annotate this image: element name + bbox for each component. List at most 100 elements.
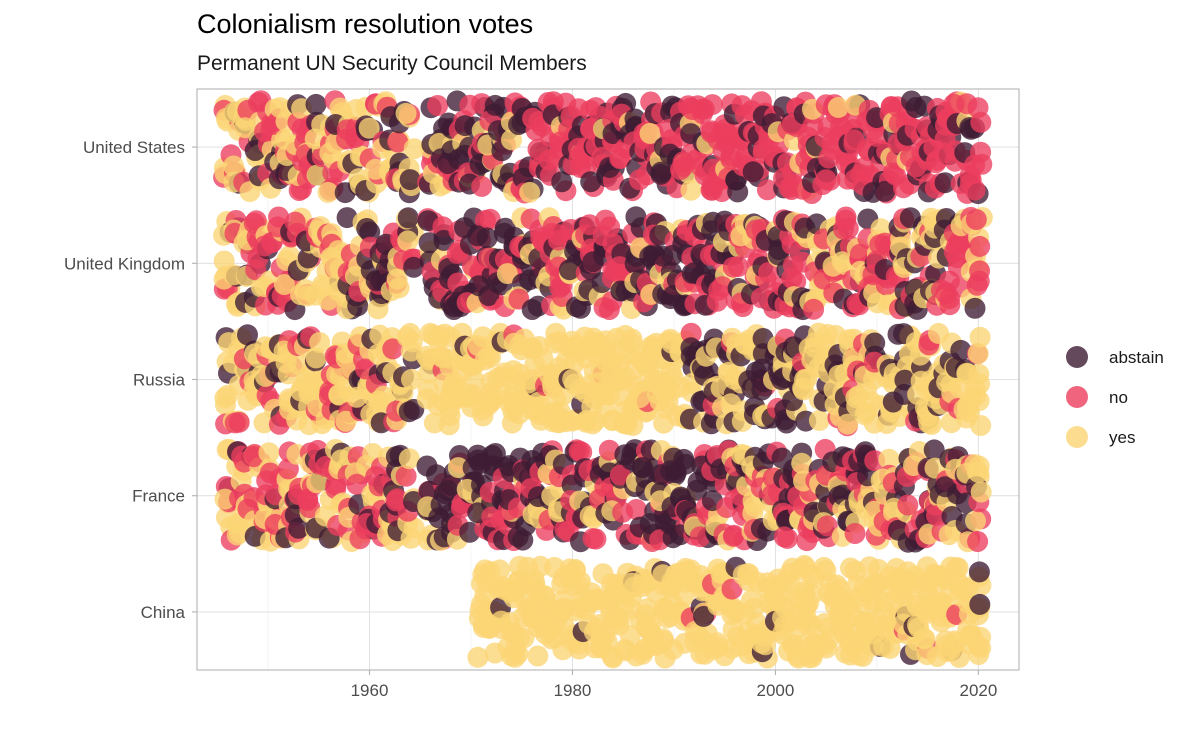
chart-subtitle: Permanent UN Security Council Members (197, 52, 587, 75)
vote-point-yes (335, 410, 357, 432)
vote-point-yes (388, 277, 410, 299)
x-axis: 1960 1980 2000 2020 (351, 670, 997, 700)
legend-swatch-no (1066, 386, 1088, 408)
vote-point-yes (837, 413, 859, 435)
vote-point-abstain (934, 172, 956, 194)
y-tick-label: Russia (133, 371, 186, 390)
vote-point-no (815, 169, 837, 191)
vote-point-no (245, 210, 267, 232)
vote-point-abstain (288, 517, 310, 539)
vote-point-no (297, 488, 319, 510)
vote-point-yes (317, 181, 339, 203)
vote-point-yes (223, 155, 245, 177)
vote-point-yes (395, 102, 417, 124)
vote-point-abstain (551, 171, 573, 193)
vote-point-yes (400, 527, 422, 549)
vote-point-no (571, 441, 593, 463)
vote-point-yes (401, 368, 422, 390)
vote-point-yes (741, 589, 762, 611)
vote-point-yes (968, 390, 990, 412)
vote-point-yes (358, 117, 380, 139)
vote-point-no (609, 148, 631, 169)
vote-point-yes (519, 181, 541, 203)
vote-point-yes (831, 251, 853, 273)
vote-point-yes (496, 263, 518, 285)
vote-point-abstain (433, 229, 455, 251)
vote-point-yes (808, 409, 830, 431)
y-axis: United States United Kingdom Russia France C… (64, 138, 197, 622)
y-tick-label: United States (83, 138, 185, 157)
vote-point-abstain (580, 171, 602, 193)
vote-point-no (395, 465, 417, 487)
vote-point-yes (969, 326, 991, 348)
vote-point-no (756, 179, 778, 201)
vote-point-abstain (336, 207, 358, 229)
vote-point-abstain (673, 448, 695, 470)
legend-label-no: no (1109, 388, 1128, 407)
vote-point-no (711, 276, 733, 298)
vote-point-abstain (559, 259, 580, 281)
vote-point-abstain (693, 605, 715, 627)
vote-point-abstain (686, 479, 708, 501)
vote-point-yes (751, 632, 773, 654)
vote-point-yes (878, 448, 900, 470)
vote-point-yes (527, 645, 549, 667)
vote-point-no (427, 95, 449, 116)
vote-point-no (969, 235, 991, 257)
vote-point-yes (582, 413, 603, 435)
vote-point-yes (680, 179, 702, 201)
vote-point-abstain (476, 227, 498, 249)
vote-point-abstain (305, 93, 327, 115)
vote-point-yes (968, 363, 990, 385)
vote-point-no (965, 209, 987, 230)
legend-swatch-yes (1066, 426, 1088, 448)
vote-point-no (582, 528, 604, 549)
chart-title: Colonialism resolution votes (197, 9, 533, 39)
vote-point-yes (305, 347, 327, 369)
vote-point-yes (968, 644, 990, 665)
vote-point-yes (639, 122, 661, 144)
vote-point-yes (489, 559, 511, 581)
vote-point-no (382, 338, 404, 360)
vote-point-yes (622, 415, 644, 436)
vote-point-yes (373, 385, 395, 407)
vote-point-yes (397, 230, 419, 252)
vote-point-no (939, 294, 961, 316)
vote-point-abstain (426, 464, 447, 486)
vote-point-yes (965, 510, 986, 532)
vote-point-abstain (399, 169, 421, 191)
vote-point-no (853, 157, 875, 179)
vote-point-yes (814, 634, 836, 656)
vote-point-yes (306, 472, 328, 494)
vote-point-abstain (874, 180, 896, 202)
vote-point-no (722, 256, 744, 278)
vote-point-yes (914, 628, 936, 650)
legend-label-yes: yes (1109, 428, 1135, 447)
vote-point-no (969, 260, 991, 282)
vote-point-no (758, 262, 779, 283)
vote-point-abstain (923, 439, 945, 461)
vote-point-yes (970, 481, 992, 503)
vote-point-yes (968, 461, 989, 483)
vote-point-no (721, 578, 743, 600)
vote-point-no (471, 175, 493, 197)
vote-point-abstain (650, 163, 672, 185)
vote-point-no (609, 464, 631, 486)
vote-point-yes (403, 138, 425, 160)
vote-point-yes (306, 164, 328, 186)
vote-point-yes (636, 598, 658, 620)
vote-point-yes (827, 96, 849, 118)
vote-point-abstain (398, 401, 420, 423)
vote-point-yes (639, 614, 661, 636)
vote-point-no (773, 526, 795, 548)
vote-point-no (625, 499, 647, 520)
vote-point-yes (801, 583, 823, 605)
legend-label-abstain: abstain (1109, 348, 1164, 367)
vote-point-yes (619, 625, 641, 646)
vote-point-abstain (968, 561, 990, 583)
vote-point-yes (947, 557, 969, 579)
vote-point-yes (273, 274, 295, 295)
vote-point-abstain (437, 480, 459, 501)
vote-point-yes (791, 452, 813, 474)
y-tick-label: United Kingdom (64, 254, 185, 273)
